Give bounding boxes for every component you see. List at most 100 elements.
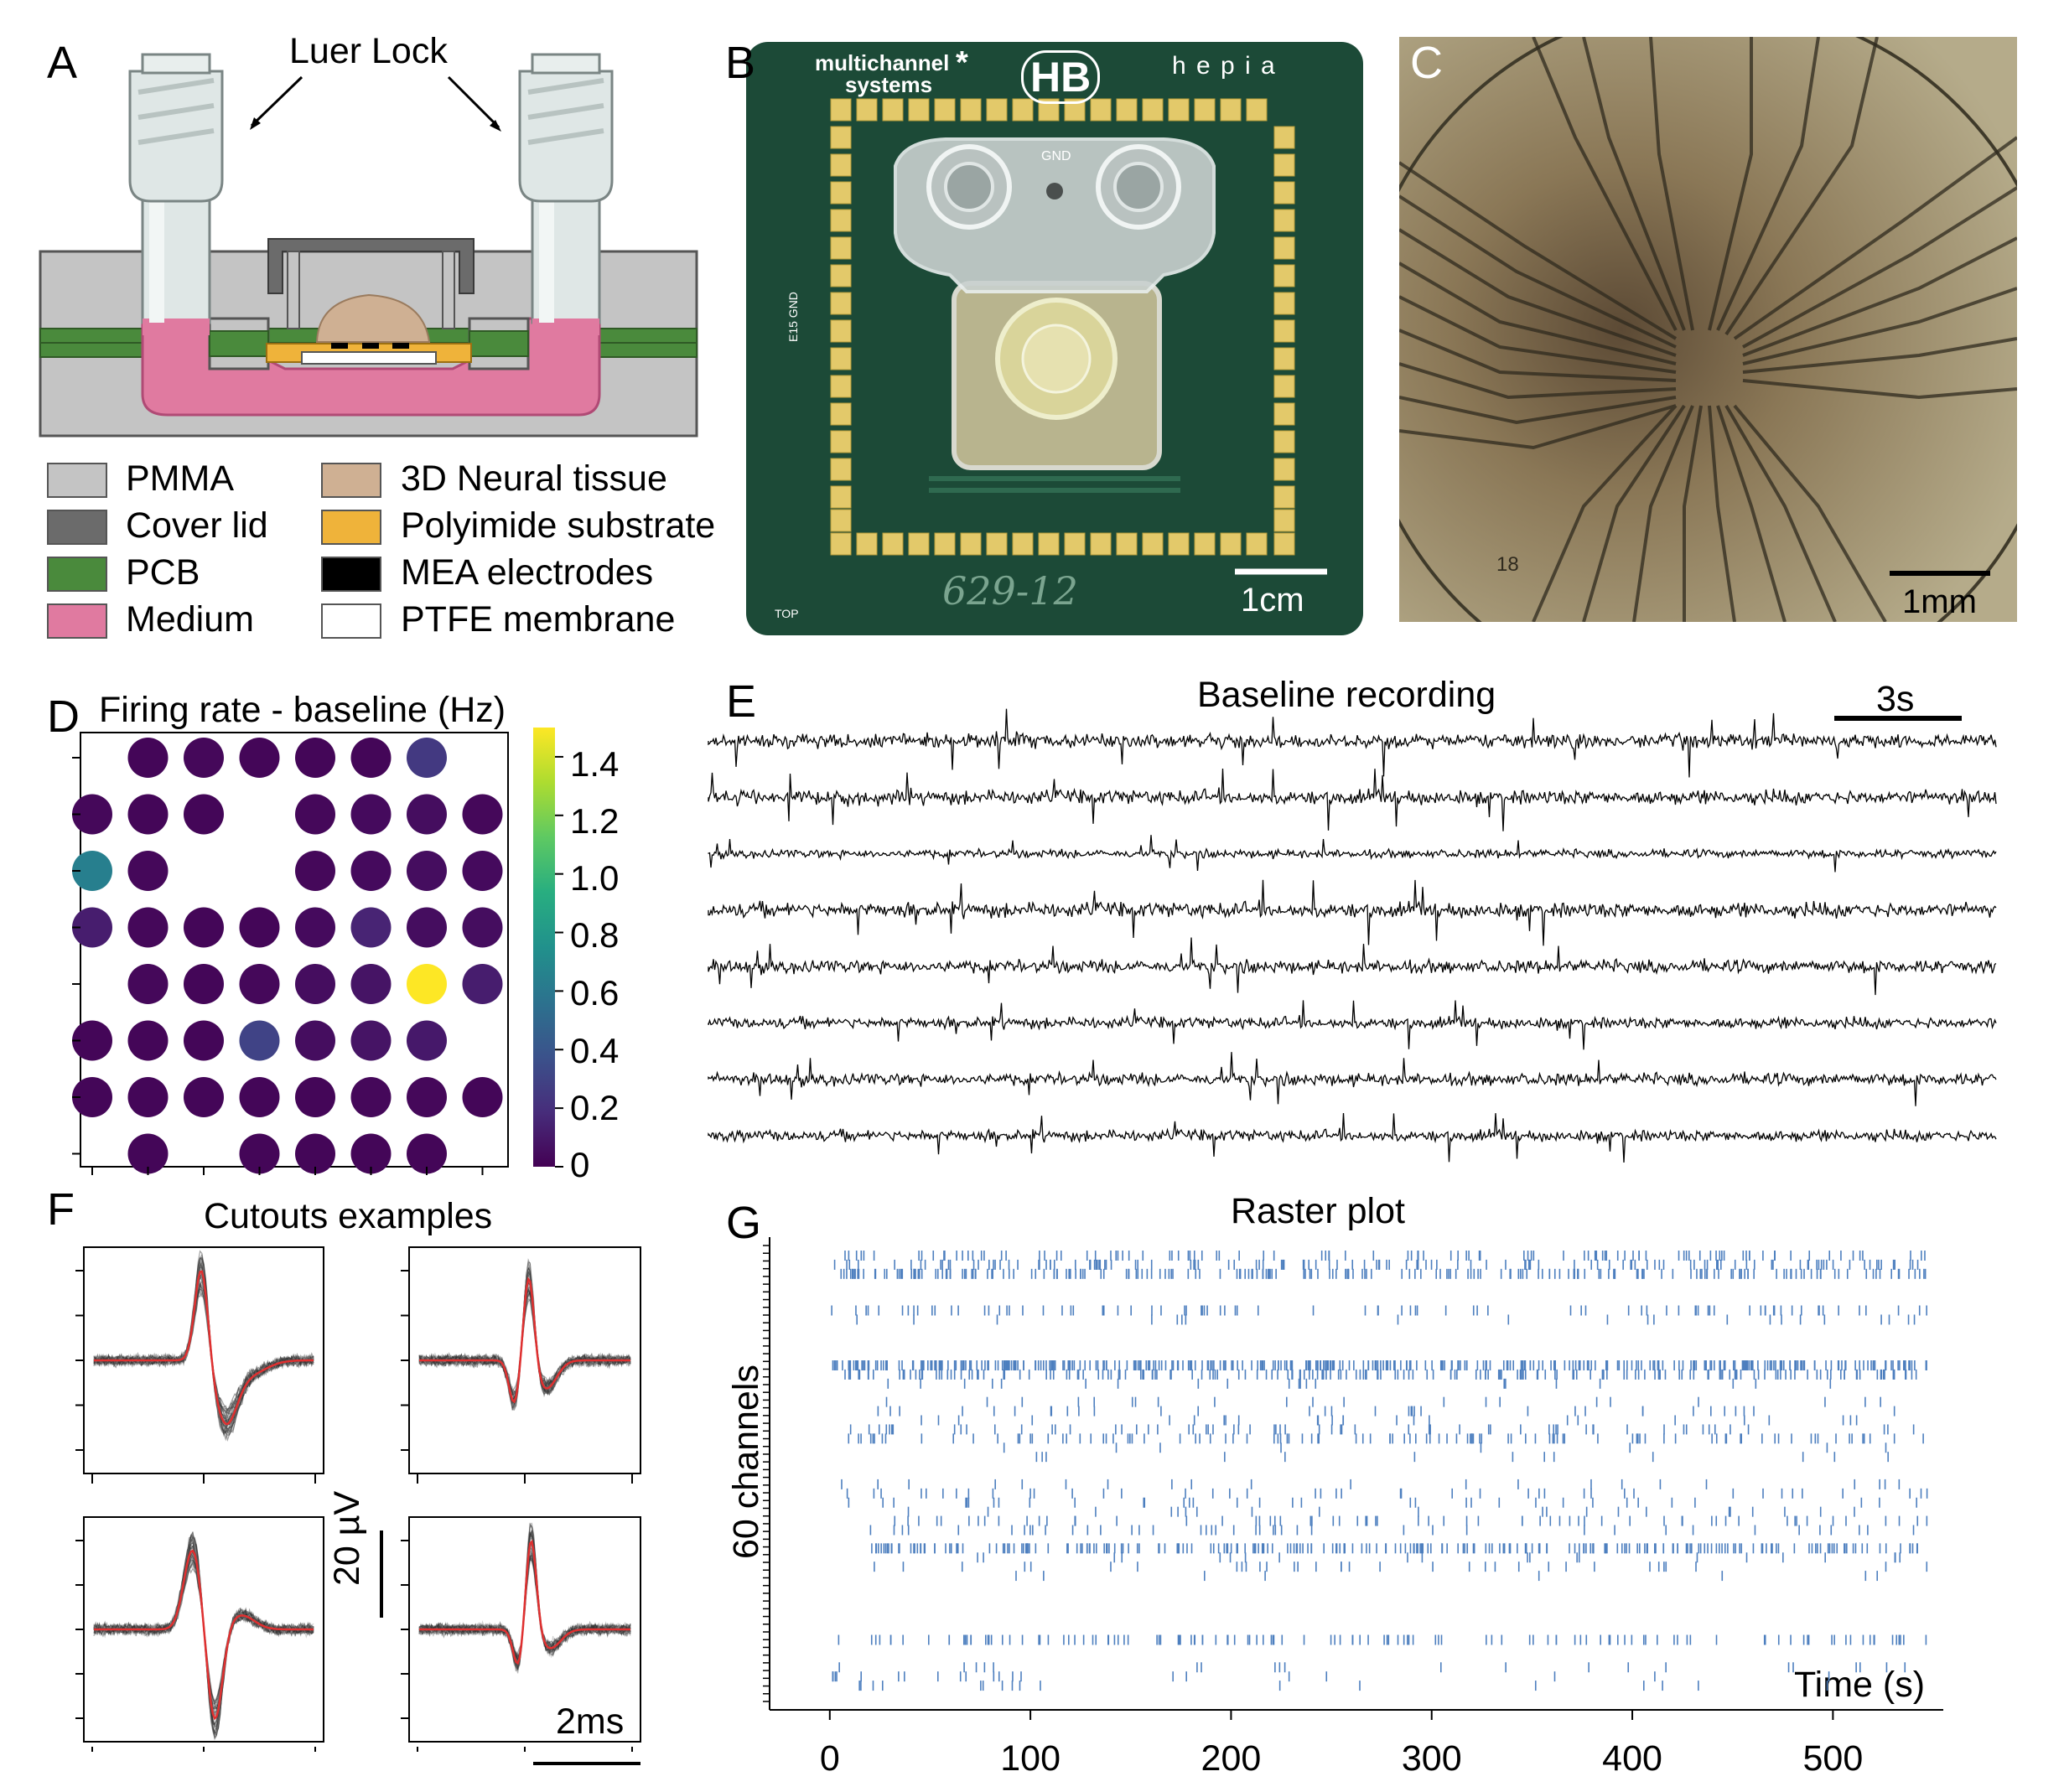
electrode-number: 18 (1496, 553, 1519, 576)
electrode-dot (127, 851, 169, 891)
panel-label-d: D (47, 691, 80, 742)
electrode-dot (350, 738, 392, 778)
colorbar-tick: 0.6 (570, 973, 620, 1013)
baseline-trace (708, 835, 1997, 873)
baseline-trace (708, 1112, 1997, 1163)
cutout-trace (93, 1278, 314, 1425)
scalebar-label-b: 1cm (1241, 582, 1304, 619)
electrode-dot (350, 851, 392, 891)
electrode-dot (350, 794, 392, 835)
cutout-mean (94, 1549, 314, 1721)
electrode-dot (407, 1020, 447, 1061)
electrode-dot (127, 1077, 169, 1117)
electrode-dot (72, 1020, 112, 1061)
gnd-label: GND (1041, 149, 1071, 163)
electrode-dot (462, 907, 503, 948)
electrode-dot (350, 1133, 392, 1174)
cutout-trace (93, 1257, 314, 1435)
electrode-dot (127, 794, 169, 835)
legend-swatch-polyimide (321, 510, 381, 545)
handwritten-id: 629-12 (942, 568, 1078, 614)
baseline-title: Baseline recording (1197, 675, 1496, 715)
electrode-dot (462, 851, 503, 891)
cutout-trace (93, 1288, 314, 1414)
cutout-trace (93, 1261, 314, 1434)
colorbar-tick: 0.4 (570, 1031, 620, 1070)
electrode-dot (350, 1020, 392, 1061)
electrode-dot (127, 907, 169, 948)
electrode-dot (127, 738, 169, 778)
electrode-dot (239, 738, 280, 778)
electrode-dot (350, 907, 392, 948)
brand-line1: multichannel (815, 50, 950, 75)
electrode-dot (350, 964, 392, 1004)
cutout-trace (93, 1260, 314, 1432)
colorbar-tick: 0 (570, 1145, 590, 1184)
electrode-dot (295, 1133, 335, 1174)
electrode-dot (407, 1133, 447, 1174)
mea-chip-drawing (746, 42, 1363, 635)
raster-x-tick-label: 0 (820, 1738, 840, 1779)
electrode-dot (295, 1077, 335, 1117)
baseline-trace (708, 1052, 1997, 1106)
electrode-array-photo: 18 1mm (1399, 37, 2017, 622)
firing-rate-axes (80, 732, 509, 1168)
electrode-dot (239, 907, 280, 948)
spike-cutouts (75, 1246, 641, 1765)
electrode-dot (407, 964, 447, 1004)
legend-swatch-medium (47, 603, 107, 639)
cutouts-title: Cutouts examples (204, 1196, 493, 1236)
legend-swatch-electrodes (321, 557, 381, 592)
legend-swatch-pmma (47, 463, 107, 498)
cutout-trace (93, 1287, 314, 1412)
electrode-dot (462, 794, 503, 835)
device-schematic (39, 53, 698, 438)
panel-label-f: F (47, 1184, 75, 1235)
electrode-dot (127, 1020, 169, 1061)
colorbar-tick: 0.2 (570, 1088, 620, 1127)
electrode-dot (239, 1133, 280, 1174)
raster-x-tick-label: 100 (1000, 1738, 1061, 1779)
electrode-dot (407, 738, 447, 778)
electrode-dot (295, 794, 335, 835)
cutout-trace (93, 1256, 314, 1437)
electrode-dot (184, 1020, 224, 1061)
raster-title: Raster plot (1231, 1191, 1405, 1231)
legend-swatch-ptfe (321, 603, 381, 639)
electrode-dot (239, 964, 280, 1004)
electrode-dot (462, 964, 503, 1004)
electrode-dot (239, 1020, 280, 1061)
electrode-dot (72, 907, 112, 948)
cutout-trace (93, 1283, 314, 1418)
firing-rate-grid (72, 732, 563, 1175)
luer-lock-callout: Luer Lock (289, 31, 448, 71)
electrode-dot (239, 1077, 280, 1117)
electrode-dot (72, 1077, 112, 1117)
electrode-dot (407, 851, 447, 891)
scalebar-label-c: 1mm (1902, 583, 1977, 620)
panel-label-e: E (726, 676, 757, 727)
electrode-dot (127, 964, 169, 1004)
electrode-dot (295, 1020, 335, 1061)
hepia-logo: h e p i a (1172, 52, 1277, 80)
panel-label-a: A (47, 38, 78, 88)
raster-x-tick-label: 400 (1602, 1738, 1662, 1779)
colorbar-tick: 1.4 (570, 744, 620, 784)
electrode-dot (184, 794, 224, 835)
cutout-trace (93, 1277, 314, 1423)
legend-swatch-cover-lid (47, 510, 107, 545)
colorbar-tick: 0.8 (570, 915, 620, 955)
electrode-dot (72, 851, 112, 891)
baseline-trace (708, 937, 1997, 996)
electrode-dot (407, 1077, 447, 1117)
legend-label-electrodes: MEA electrodes (401, 552, 654, 593)
raster-x-tick-label: 300 (1402, 1738, 1462, 1779)
time-scalebar-label-f: 2ms (556, 1701, 625, 1742)
firing-rate-title: Firing rate - baseline (Hz) (99, 690, 506, 730)
legend-label-medium: Medium (126, 599, 254, 640)
colorbar-tick: 1.2 (570, 801, 620, 841)
legend-label-ptfe: PTFE membrane (401, 599, 676, 640)
colorbar (533, 728, 555, 1167)
electrode-dot (184, 964, 224, 1004)
